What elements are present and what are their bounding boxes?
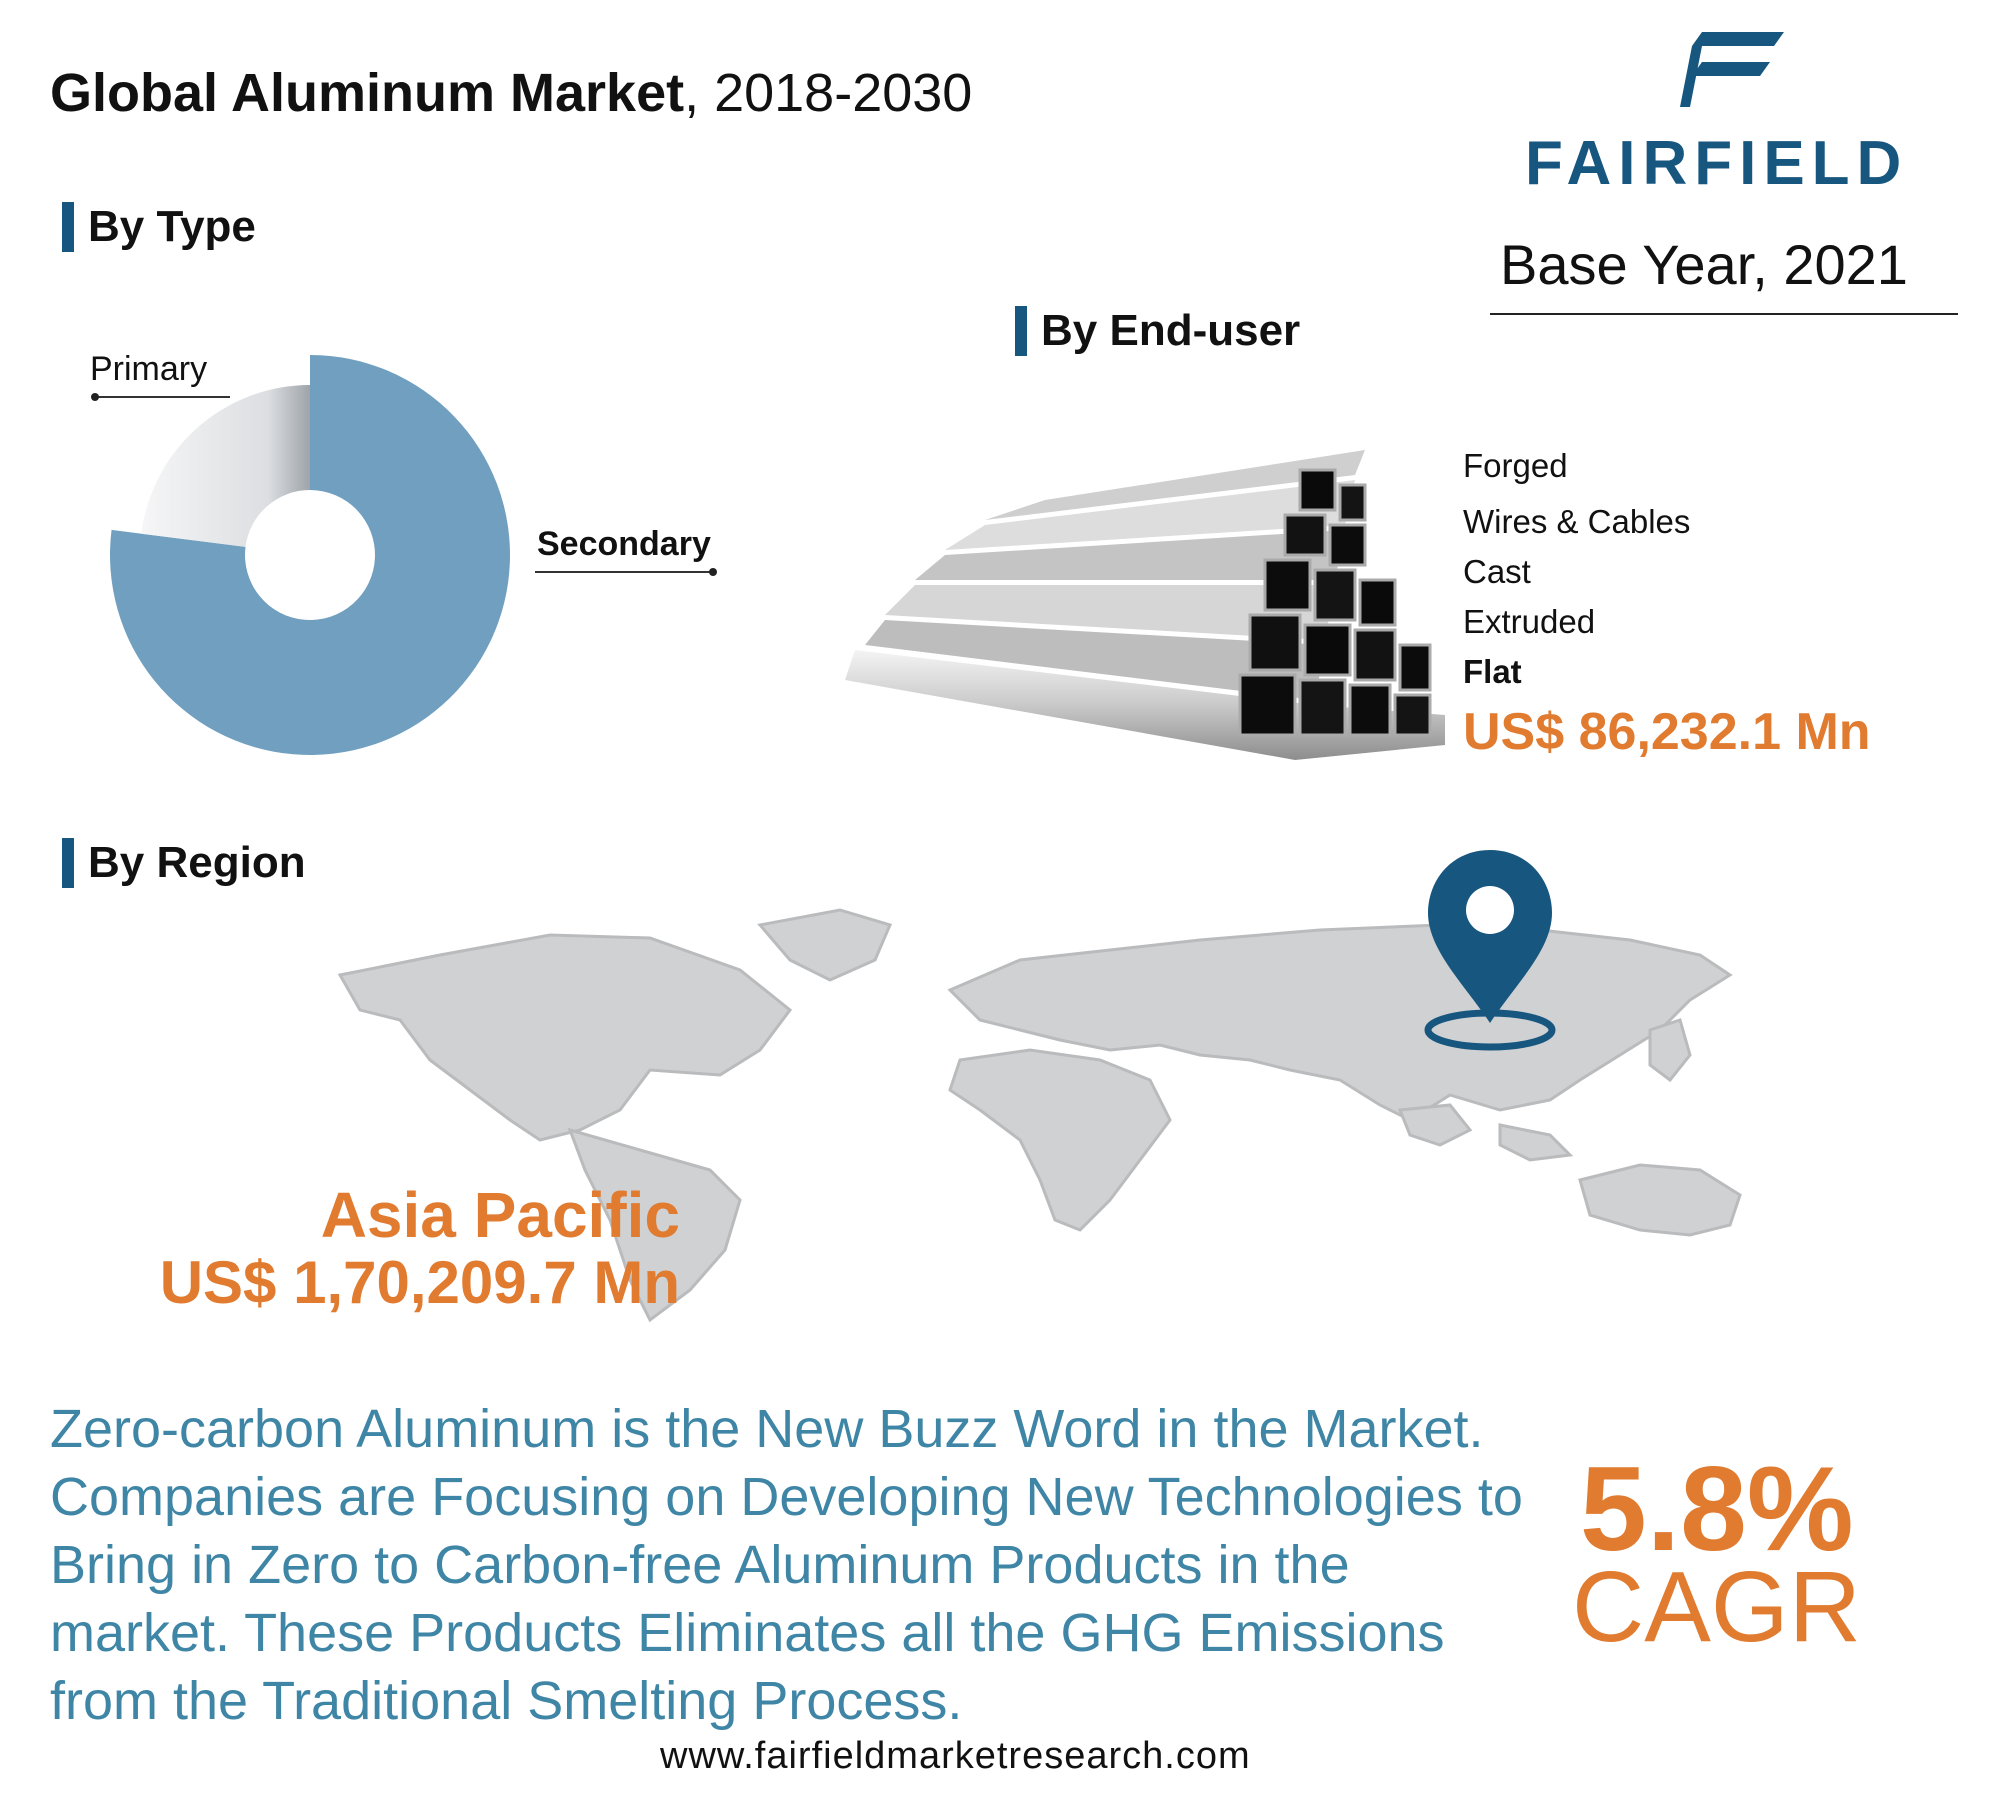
donut-slice-secondary — [110, 355, 511, 755]
secondary-leader-dot — [709, 568, 717, 576]
end-user-item-forged: Forged — [1463, 447, 1568, 484]
aluminum-profiles-image — [845, 450, 1445, 760]
fairfield-logo-icon — [1680, 32, 1784, 107]
title-years: , 2018-2030 — [684, 63, 973, 123]
logo-wordmark: FAIRFIELD — [1525, 129, 1909, 198]
end-user-item-cast: Cast — [1463, 553, 1531, 590]
cagr-value: 5.8% — [1580, 1442, 1854, 1576]
title-bold: Global Aluminum Market — [50, 63, 685, 123]
page-title: Global Aluminum Market, 2018-2030 — [50, 62, 972, 124]
donut-slice-primary — [141, 385, 310, 547]
by-region-heading: By Region — [62, 838, 306, 888]
by-end-user-heading: By End-user — [1015, 306, 1300, 356]
end-user-item-flat: Flat — [1463, 653, 1522, 690]
end-user-item-wires-cables: Wires & Cables — [1463, 503, 1691, 540]
end-user-highlight-value: US$ 86,232.1 Mn — [1463, 703, 1871, 761]
world-map-image — [337, 908, 1742, 1323]
type-donut-chart — [91, 355, 717, 755]
region-highlight-name: Asia Pacific — [320, 1179, 680, 1251]
summary-paragraph: Zero-carbon Aluminum is the New Buzz Wor… — [50, 1399, 1523, 1731]
primary-label: Primary — [90, 350, 208, 388]
base-year-divider — [1490, 313, 1958, 315]
footer-url: www.fairfieldmarketresearch.com — [660, 1735, 1251, 1777]
primary-leader-dot — [91, 393, 99, 401]
region-highlight-value: US$ 1,70,209.7 Mn — [159, 1249, 680, 1316]
secondary-label: Secondary — [537, 525, 711, 563]
base-year: Base Year, 2021 — [1500, 233, 1908, 296]
cagr-label: CAGR — [1572, 1551, 1861, 1663]
end-user-item-extruded: Extruded — [1463, 603, 1596, 640]
by-type-heading: By Type — [62, 202, 256, 252]
location-pin-icon — [1424, 850, 1556, 1051]
